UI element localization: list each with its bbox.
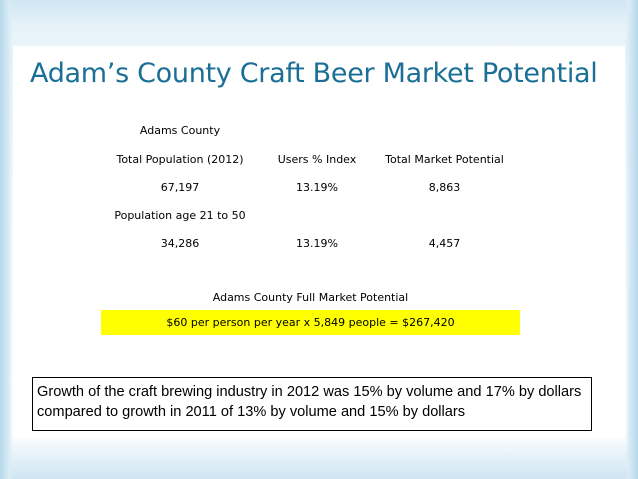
slide-bottom-band <box>0 433 638 479</box>
slide-top-band <box>0 0 638 46</box>
slide-title: Adam’s County Craft Beer Market Potentia… <box>30 58 598 89</box>
slide-content-area <box>13 46 625 438</box>
row2-users-index: 13.19% <box>296 237 338 250</box>
row1-market-potential: 8,863 <box>428 181 461 194</box>
growth-note-box <box>32 377 592 431</box>
row1-population: 67,197 <box>160 181 200 194</box>
row2-population: 34,286 <box>160 237 200 250</box>
header-users-index: Users % Index <box>277 153 357 166</box>
slide-left-border <box>0 0 13 479</box>
growth-note-text: Growth of the craft brewing industry in … <box>37 384 582 420</box>
full-market-highlight <box>101 310 520 335</box>
slide-right-border <box>625 0 638 479</box>
age-range-label: Population age 21 to 50 <box>114 209 246 222</box>
row2-market-potential: 4,457 <box>428 237 461 250</box>
county-label: Adams County <box>139 124 221 137</box>
row1-users-index: 13.19% <box>296 181 338 194</box>
full-market-calculation: $60 per person per year x 5,849 people =… <box>166 316 455 329</box>
header-total-market-potential: Total Market Potential <box>385 153 504 166</box>
full-market-label: Adams County Full Market Potential <box>212 291 409 304</box>
header-total-population: Total Population (2012) <box>116 153 244 166</box>
